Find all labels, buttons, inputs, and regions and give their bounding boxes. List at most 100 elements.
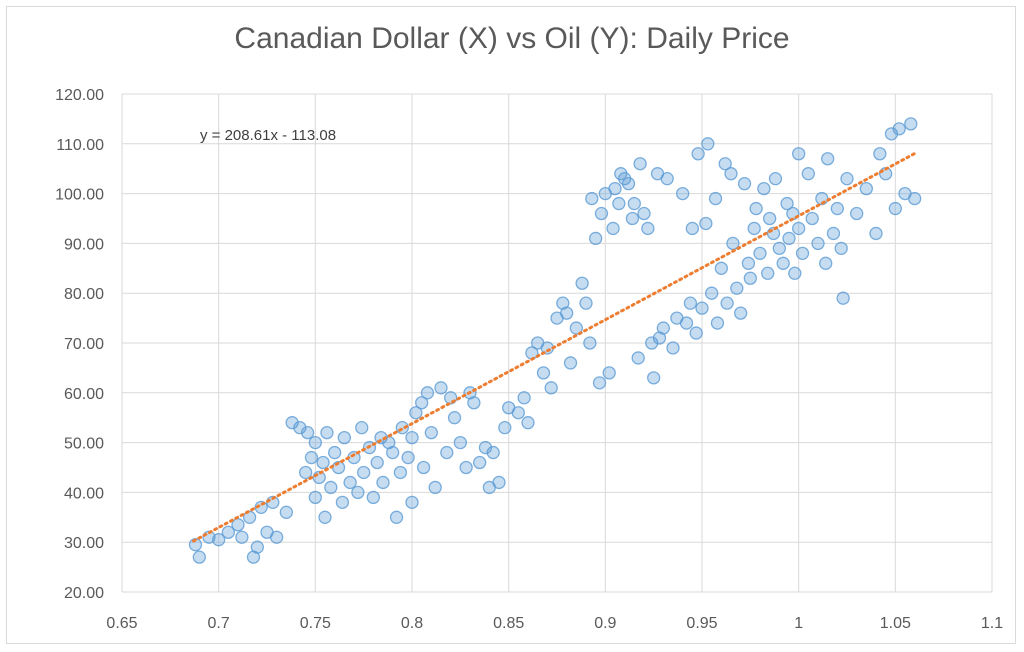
data-point [834, 241, 848, 256]
y-tick-label: 60.00 [64, 386, 104, 403]
x-tick-labels: 0.65 0.7 0.75 0.8 0.85 0.9 0.95 1 1.05 1.1 [106, 615, 1003, 632]
data-point [819, 256, 833, 270]
data-point [473, 455, 487, 470]
data-point [579, 296, 593, 310]
x-tick-label: 0.7 [208, 615, 230, 632]
data-point [660, 172, 674, 186]
data-point [386, 445, 400, 460]
data-point [768, 172, 783, 186]
data-point [335, 495, 350, 510]
data-point [299, 465, 313, 480]
data-point [782, 231, 796, 246]
data-point [405, 430, 419, 445]
data-point [795, 246, 810, 261]
x-tick-label: 0.95 [686, 615, 717, 632]
y-tick-label: 80.00 [64, 286, 104, 303]
data-point [337, 430, 351, 445]
data-point [805, 211, 819, 226]
y-tick-label: 110.00 [56, 137, 104, 154]
data-point [416, 460, 431, 475]
data-point [766, 226, 781, 241]
data-point [689, 326, 703, 340]
data-point [811, 236, 825, 251]
data-point [242, 510, 257, 524]
data-point [453, 435, 467, 450]
data-point [840, 172, 854, 186]
y-tick-label: 70.00 [64, 336, 104, 353]
data-point [285, 416, 299, 430]
data-point [212, 533, 226, 547]
data-point [633, 157, 647, 171]
x-tick-label: 0.9 [594, 615, 616, 632]
data-point [763, 211, 777, 226]
data-point [583, 336, 597, 350]
data-point [405, 495, 419, 510]
data-point [320, 425, 334, 440]
x-tick-label: 1 [794, 615, 803, 632]
chart-frame [6, 6, 1016, 644]
data-point [544, 381, 558, 395]
data-point [420, 386, 435, 400]
data-point [351, 485, 365, 500]
data-point [355, 421, 369, 435]
x-tick-label: 0.85 [493, 615, 524, 632]
data-point [792, 147, 806, 161]
data-point [612, 196, 626, 211]
data-point [776, 256, 790, 270]
data-point [714, 261, 728, 275]
data-point [428, 480, 442, 495]
data-point [726, 236, 740, 251]
data-point [279, 505, 293, 519]
data-point [734, 306, 748, 320]
data-point [761, 266, 775, 280]
data-point [376, 475, 390, 490]
data-point [647, 371, 661, 385]
data-point [685, 221, 699, 236]
data-point [627, 196, 641, 211]
data-point [631, 351, 645, 365]
data-point [270, 530, 284, 544]
data-point [621, 176, 636, 191]
data-point [737, 176, 752, 191]
data-point [850, 206, 864, 221]
data-point [637, 206, 651, 221]
data-points [188, 117, 922, 564]
y-tick-label: 30.00 [64, 535, 104, 552]
data-point [792, 221, 806, 236]
data-point [884, 127, 899, 141]
data-point [318, 510, 332, 524]
data-point [308, 490, 322, 505]
data-point [560, 306, 574, 320]
data-point [699, 216, 713, 231]
data-point [676, 186, 690, 201]
data-point [730, 281, 744, 295]
data-point [569, 321, 583, 335]
data-point [594, 206, 609, 221]
data-point [679, 316, 694, 330]
y-tick-label: 20.00 [64, 585, 104, 602]
data-point [563, 356, 578, 370]
data-point [300, 425, 315, 440]
data-point [608, 181, 622, 196]
data-point [888, 201, 902, 216]
data-point [343, 475, 357, 490]
data-point [708, 191, 723, 206]
data-point [904, 117, 918, 131]
data-point [747, 221, 761, 236]
x-tick-label: 0.65 [106, 615, 137, 632]
data-point [705, 286, 719, 300]
data-point [409, 406, 423, 420]
data-point [536, 366, 551, 380]
trendline [192, 152, 917, 543]
data-point [415, 396, 429, 410]
data-point [757, 181, 771, 196]
x-tick-label: 1.1 [981, 615, 1003, 632]
data-point [892, 122, 906, 136]
data-point [695, 301, 709, 315]
data-point [836, 291, 850, 305]
data-point [666, 341, 680, 355]
data-point [324, 480, 338, 495]
data-point [521, 416, 535, 430]
data-point [830, 201, 844, 216]
